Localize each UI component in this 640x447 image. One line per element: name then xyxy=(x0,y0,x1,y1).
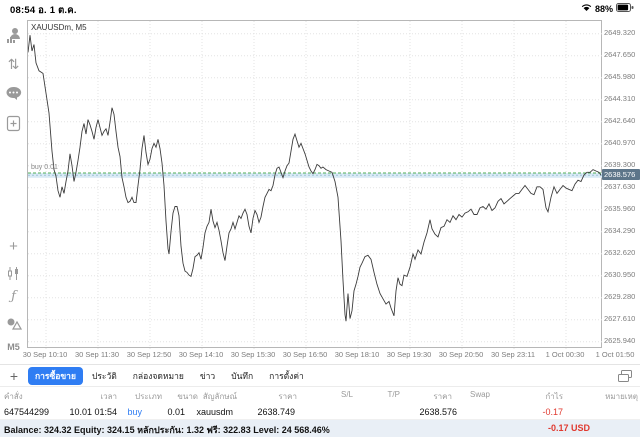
price-axis-tick: 2644.310 xyxy=(604,93,636,103)
time-axis-tick: 30 Sep 16:50 xyxy=(282,350,328,359)
trade-panel: + การซื้อขาย ประวัติ กล่องจดหมาย ข่าว บั… xyxy=(0,364,640,447)
window-layout-icon[interactable] xyxy=(618,369,632,387)
add-order-button[interactable]: + xyxy=(9,368,19,384)
current-price-box: 2638.576 xyxy=(602,169,640,181)
position-time: 10.01 01:54 xyxy=(69,407,117,417)
account-summary: Balance: 324.32 Equity: 324.15 หลักประกั… xyxy=(4,425,330,435)
header-profit: กำไร xyxy=(545,392,563,401)
tab-mailbox[interactable]: กล่องจดหมาย xyxy=(132,371,184,381)
price-axis-tick: 2647.650 xyxy=(604,49,636,59)
account-total-profit: -0.17 USD xyxy=(547,423,590,433)
time-axis-tick: 30 Sep 19:30 xyxy=(386,350,432,359)
position-price-open: 2638.749 xyxy=(257,407,295,417)
chat-icon[interactable] xyxy=(0,86,27,101)
account-summary-row: Balance: 324.32 Equity: 324.15 หลักประกั… xyxy=(0,420,640,437)
header-time: เวลา xyxy=(100,392,117,401)
position-volume: 0.01 xyxy=(167,407,185,417)
price-axis-tick: 2632.620 xyxy=(604,247,636,257)
position-order: 647544299 xyxy=(4,407,50,417)
status-time: 08:54 xyxy=(10,5,36,16)
header-comment: หมายเหตุ xyxy=(605,392,638,401)
price-chart[interactable]: XAUUSDm, M5 buy 0.01 xyxy=(27,20,603,349)
crosshair-icon[interactable]: + xyxy=(9,238,18,255)
positions-table-header: คำสั่ง เวลา ประเภท ขนาด สัญลักษณ์ ราคา S… xyxy=(0,387,640,404)
price-axis-tick: 2642.640 xyxy=(604,115,636,125)
time-axis-tick: 1 Oct 00:30 xyxy=(545,350,585,359)
price-axis-tick: 2635.960 xyxy=(604,203,636,213)
price-axis-tick: 2629.280 xyxy=(604,291,636,301)
time-axis: 30 Sep 10:10 30 Sep 11:30 30 Sep 12:50 30 S… xyxy=(23,350,635,362)
time-axis-tick: 30 Sep 11:30 xyxy=(74,350,120,359)
tab-news[interactable]: ข่าว xyxy=(199,371,216,381)
header-sl: S/L xyxy=(340,390,353,399)
price-axis-tick: 2645.980 xyxy=(604,71,636,81)
time-axis-tick: 30 Sep 20:50 xyxy=(438,350,484,359)
new-order-icon[interactable] xyxy=(0,115,27,132)
price-axis-tick: 2634.290 xyxy=(604,225,636,235)
header-symbol: สัญลักษณ์ xyxy=(202,392,237,401)
battery-icon xyxy=(616,3,634,14)
time-axis-tick: 30 Sep 14:10 xyxy=(178,350,224,359)
header-price-open: ราคา xyxy=(278,392,297,401)
tab-history[interactable]: ประวัติ xyxy=(91,371,117,381)
wifi-icon xyxy=(581,3,592,14)
position-row[interactable]: 647544299 10.01 01:54 buy 0.01 xauusdm 2… xyxy=(0,404,640,420)
price-axis-tick: 2637.630 xyxy=(604,181,636,191)
position-profit: -0.17 xyxy=(542,407,563,417)
status-time-date: 08:54 อ. 1 ต.ค. xyxy=(10,3,77,18)
account-icon[interactable] xyxy=(0,26,27,44)
time-axis-tick: 30 Sep 10:10 xyxy=(22,350,68,359)
time-axis-tick: 30 Sep 15:30 xyxy=(230,350,276,359)
status-indicators: 88% xyxy=(581,3,634,14)
price-axis-tick: 2640.970 xyxy=(604,137,636,147)
left-toolbar: ⇅ + ƒ M5 xyxy=(0,18,27,368)
position-price-current: 2638.576 xyxy=(419,407,457,417)
position-symbol: xauusdm xyxy=(196,407,233,417)
status-date: อ. 1 ต.ค. xyxy=(38,5,77,16)
position-type: buy xyxy=(127,407,142,417)
price-axis: 2649.320 2647.650 2645.980 2644.310 2642.640… xyxy=(602,20,640,348)
price-axis-tick: 2625.940 xyxy=(604,335,636,345)
battery-percent: 88% xyxy=(594,3,613,14)
price-axis-tick: 2639.300 xyxy=(604,159,636,169)
header-tp: T/P xyxy=(387,390,400,399)
chart-symbol-label: XAUUSDm, M5 xyxy=(31,23,87,32)
time-axis-tick: 30 Sep 23:11 xyxy=(490,350,536,359)
objects-icon[interactable] xyxy=(0,316,27,331)
header-volume: ขนาด xyxy=(177,392,198,401)
indicators-icon[interactable]: ƒ xyxy=(11,289,16,304)
price-axis-tick: 2630.950 xyxy=(604,269,636,279)
header-price-current: ราคา xyxy=(433,392,452,401)
price-axis-tick: 2627.610 xyxy=(604,313,636,323)
header-order: คำสั่ง xyxy=(4,392,23,401)
header-type: ประเภท xyxy=(135,392,162,401)
buy-position-label: buy 0.01 xyxy=(31,163,58,171)
tab-trade[interactable]: การซื้อขาย xyxy=(28,367,83,385)
time-axis-tick: 30 Sep 12:50 xyxy=(126,350,172,359)
bottom-tab-bar: + การซื้อขาย ประวัติ กล่องจดหมาย ข่าว บั… xyxy=(0,366,640,387)
tab-settings[interactable]: การตั้งค่า xyxy=(269,371,304,381)
status-bar: 08:54 อ. 1 ต.ค. 88% xyxy=(0,0,640,18)
trade-icon[interactable]: ⇅ xyxy=(7,56,20,72)
chart-canvas xyxy=(28,21,603,349)
time-axis-tick: 1 Oct 01:50 xyxy=(595,350,635,359)
tab-journal[interactable]: บันทึก xyxy=(231,371,254,381)
time-axis-tick: 30 Sep 18:10 xyxy=(334,350,380,359)
header-swap: Swap xyxy=(469,390,490,399)
candlestick-icon[interactable] xyxy=(0,266,27,281)
timeframe-button[interactable]: M5 xyxy=(7,342,20,352)
price-axis-tick: 2649.320 xyxy=(604,27,636,37)
